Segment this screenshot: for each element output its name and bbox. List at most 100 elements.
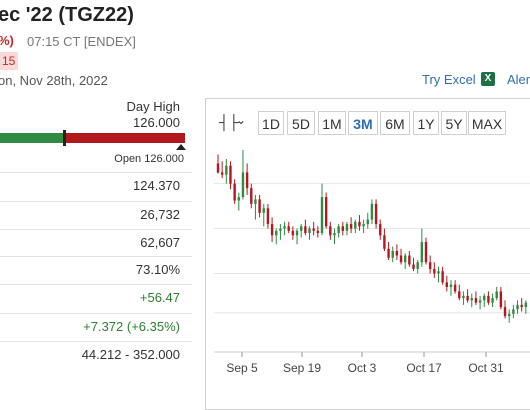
candle-body: [487, 295, 490, 303]
candle-body: [329, 226, 332, 236]
candlestick-icon[interactable]: ┤├: [219, 114, 239, 130]
candle-body: [408, 255, 411, 265]
quote-date: on, Nov 28th, 2022: [0, 73, 108, 88]
candle-body: [516, 304, 519, 310]
x-tick-label: Oct 17: [406, 361, 442, 375]
candle-body: [503, 307, 507, 317]
timeframe-1m-button[interactable]: 1M: [318, 111, 346, 135]
candle-body: [341, 226, 344, 231]
candle-body: [216, 163, 220, 173]
stats-divider: [0, 256, 192, 257]
stat-value: 44.212 - 352.000: [81, 347, 180, 362]
x-tick-label: Oct 31: [468, 361, 504, 375]
day-high-value: 126.000: [133, 115, 180, 130]
candle-body: [379, 224, 382, 236]
candle-body: [462, 295, 465, 299]
timeframe-max-button[interactable]: MAX: [468, 111, 506, 135]
candle-body: [520, 304, 523, 308]
candle-body: [283, 226, 286, 229]
candle-body: [220, 172, 224, 175]
candle-body: [333, 233, 336, 236]
candle-body: [374, 203, 378, 225]
candle-body: [362, 224, 365, 227]
open-value: Open 126.000: [114, 153, 184, 165]
candle-body: [337, 226, 340, 234]
candle-body: [258, 199, 261, 213]
timeframe-6m-button[interactable]: 6M: [380, 111, 410, 135]
candle-body: [358, 221, 361, 227]
candle-body: [291, 230, 295, 236]
candle-body: [370, 203, 374, 220]
candle-body: [250, 188, 253, 204]
timeframe-1y-button[interactable]: 1Y: [413, 111, 439, 135]
stat-value: 62,607: [140, 235, 180, 250]
candle-body: [420, 242, 424, 263]
chart-candles: [216, 150, 528, 323]
candle-body: [433, 268, 436, 274]
alerts-link[interactable]: Aler: [507, 72, 530, 87]
candle-body: [262, 208, 265, 213]
candle-body: [316, 230, 320, 234]
candle-body: [416, 262, 419, 269]
candle-body: [491, 298, 494, 303]
timeframe-5y-button[interactable]: 5Y: [441, 111, 467, 135]
candle-body: [474, 298, 478, 303]
candle-body: [458, 291, 461, 299]
timeframe-1d-button[interactable]: 1D: [258, 111, 284, 135]
candle-body: [508, 313, 511, 317]
quote-timestamp: 07:15 CT [ENDEX]: [27, 34, 136, 49]
day-high-label: Day High: [126, 99, 180, 114]
candle-body: [524, 302, 528, 308]
candle-body: [495, 291, 498, 299]
candle-body: [399, 255, 403, 263]
candle-body: [383, 235, 386, 249]
range-bar-low-segment: [0, 133, 64, 143]
candle-body: [366, 219, 369, 225]
candle-body: [354, 221, 357, 229]
day-range-bar: [0, 130, 185, 146]
stats-divider: [0, 341, 192, 342]
candle-body: [266, 208, 270, 225]
candle-body: [466, 295, 469, 301]
candle-body: [308, 228, 311, 234]
candle-body: [512, 309, 515, 314]
candle-body: [387, 248, 390, 258]
candle-body: [499, 291, 503, 308]
timeframe-5d-button[interactable]: 5D: [287, 111, 315, 135]
try-excel-link[interactable]: Try Excel: [422, 72, 476, 87]
stats-divider: [0, 229, 192, 230]
candle-body: [225, 165, 228, 175]
candle-body: [237, 197, 240, 201]
candle-body: [349, 224, 353, 229]
candle-body: [412, 264, 415, 269]
stats-divider: [0, 172, 192, 173]
excel-icon[interactable]: X: [481, 72, 495, 86]
price-chart[interactable]: Sep 5 Sep 19 Oct 3 Oct 17 Oct 31: [206, 140, 530, 380]
chart-panel: [205, 98, 530, 410]
candle-body: [428, 262, 432, 269]
candle-body: [295, 230, 299, 236]
candle-body: [270, 224, 274, 236]
candle-body: [424, 242, 428, 263]
candle-body: [453, 284, 457, 292]
stats-divider: [0, 284, 192, 285]
candle-body: [241, 172, 245, 198]
candle-body: [449, 284, 453, 287]
chart-x-axis: Sep 5 Sep 19 Oct 3 Oct 17 Oct 31: [226, 352, 504, 375]
chart-grid: [214, 183, 530, 353]
candle-body: [245, 172, 249, 189]
candle-body: [345, 224, 349, 231]
stat-value: 124.370: [133, 178, 180, 193]
candle-body: [300, 226, 303, 231]
stats-divider: [0, 313, 192, 314]
contract-title: ec '22 (TGZ22): [0, 4, 134, 26]
candle-body: [229, 165, 232, 184]
range-bar-high-segment: [64, 133, 185, 143]
change-percent: %): [0, 33, 14, 48]
timeframe-3m-button[interactable]: 3M: [348, 111, 378, 135]
stat-value: 26,732: [140, 207, 180, 222]
x-tick-label: Sep 5: [226, 361, 258, 375]
chevron-down-icon[interactable]: ⌄: [236, 113, 247, 127]
candle-body: [324, 197, 328, 227]
range-bar-marker: [63, 130, 66, 146]
